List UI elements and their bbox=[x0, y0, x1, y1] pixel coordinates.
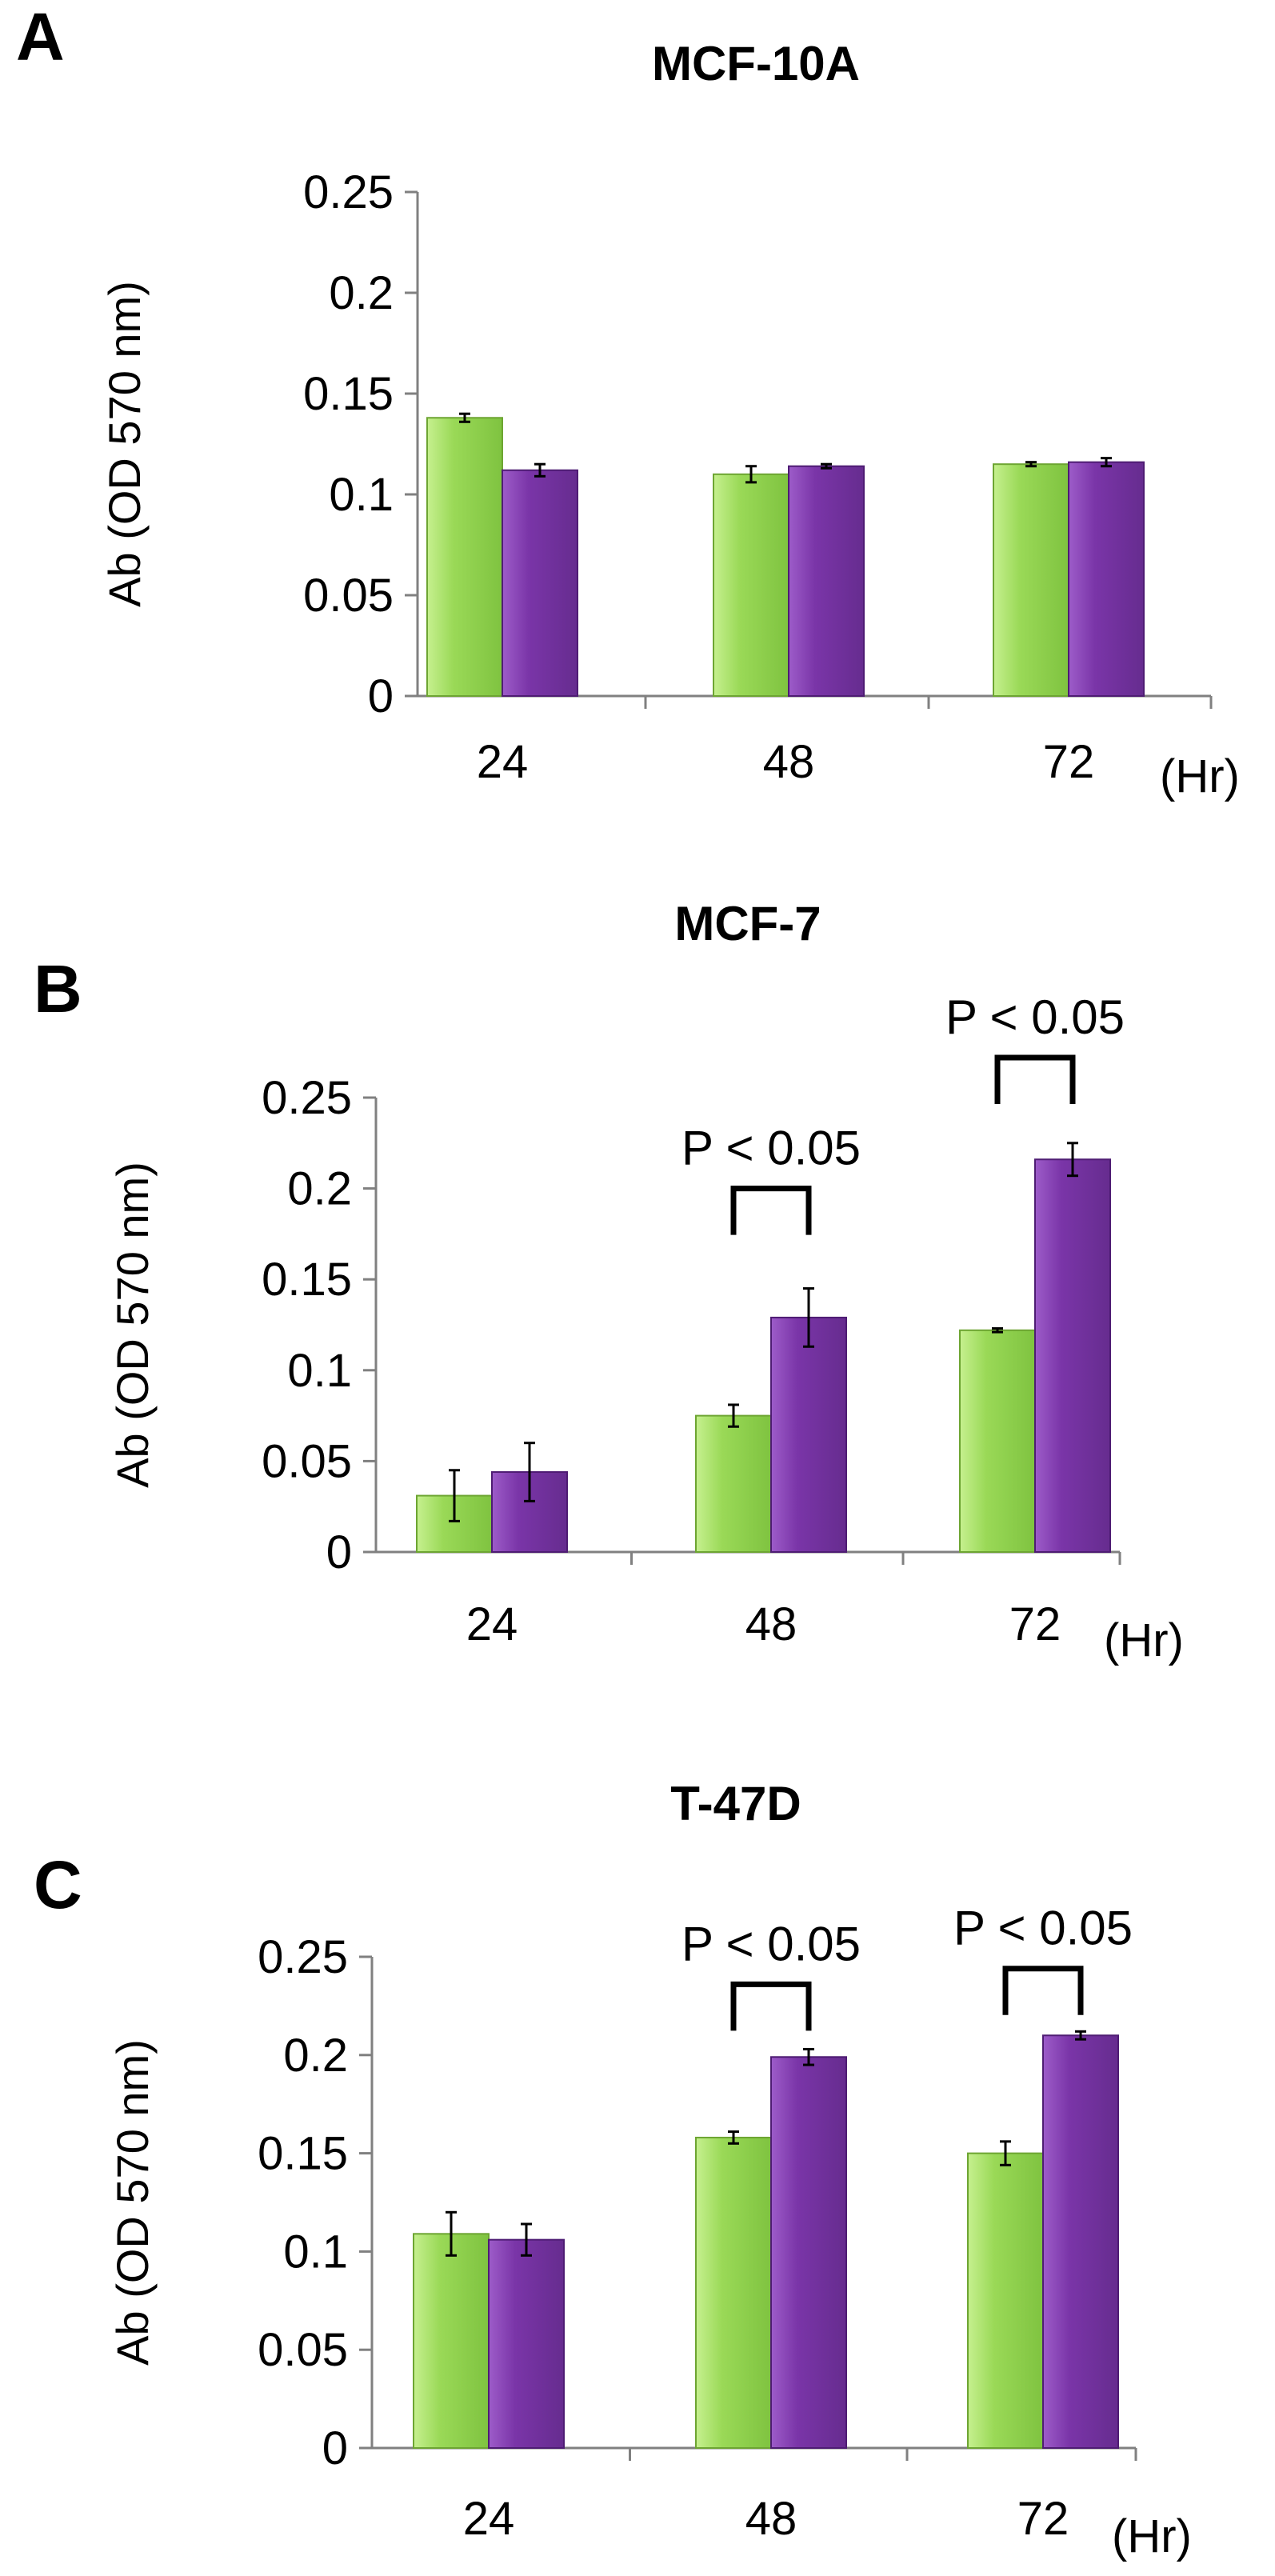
y-tick-label: 0.1 bbox=[283, 2226, 348, 2278]
y-tick-label: 0 bbox=[322, 2422, 348, 2474]
y-tick-label: 0.25 bbox=[258, 1931, 348, 1983]
y-tick-label: 0.15 bbox=[303, 368, 394, 420]
bar bbox=[695, 1414, 772, 1553]
chart-title: MCF-7 bbox=[674, 897, 821, 950]
x-tick-label: 72 bbox=[1043, 736, 1095, 788]
chart-title: T-47D bbox=[670, 1777, 801, 1830]
bar bbox=[788, 465, 865, 697]
bar bbox=[413, 2233, 490, 2449]
bar bbox=[1068, 461, 1145, 697]
y-axis-label: Ab (OD 570 nm) bbox=[107, 1162, 158, 1488]
bar bbox=[770, 2056, 847, 2450]
y-tick-label: 0.25 bbox=[303, 166, 394, 218]
panel-letter: C bbox=[34, 1847, 82, 1922]
bar bbox=[1034, 1158, 1111, 1554]
y-axis-label: Ab (OD 570 nm) bbox=[107, 2039, 158, 2366]
x-unit-label: (Hr) bbox=[1160, 750, 1240, 802]
y-tick-label: 0.05 bbox=[303, 570, 394, 622]
y-tick-label: 0.1 bbox=[287, 1345, 352, 1397]
x-tick-label: 48 bbox=[745, 2493, 797, 2545]
y-tick-label: 0.1 bbox=[329, 469, 394, 521]
x-tick-label: 24 bbox=[466, 1598, 518, 1650]
y-tick-label: 0.2 bbox=[283, 2030, 348, 2082]
panel-letter: B bbox=[34, 951, 82, 1026]
y-tick-label: 0.05 bbox=[262, 1435, 352, 1487]
significance-label: P < 0.05 bbox=[953, 1902, 1133, 1955]
x-tick-label: 24 bbox=[477, 736, 529, 788]
significance-label: P < 0.05 bbox=[945, 990, 1125, 1044]
bar bbox=[959, 1329, 1036, 1554]
bar bbox=[502, 469, 578, 697]
significance-bracket bbox=[994, 1054, 1076, 1105]
y-tick-label: 0.2 bbox=[329, 267, 394, 319]
bar bbox=[488, 2238, 565, 2450]
x-tick-label: 72 bbox=[1017, 2493, 1069, 2545]
panel-letter: A bbox=[16, 0, 65, 74]
y-tick-label: 0.15 bbox=[262, 1254, 352, 1306]
bar bbox=[967, 2152, 1044, 2450]
x-tick-label: 48 bbox=[763, 736, 815, 788]
y-tick-label: 0.2 bbox=[287, 1163, 352, 1215]
x-tick-label: 48 bbox=[745, 1598, 797, 1650]
panel-a: A MCF-10A 0 0.05 0.1 0.15 0.2 0.25 Ab (OD 570 nm… bbox=[16, 0, 1240, 802]
panel-c: C T-47D 0 0.05 0.1 0.15 0.2 0.25 Ab (OD 570 nm) 2… bbox=[34, 1777, 1192, 2562]
x-tick-label: 24 bbox=[463, 2493, 515, 2545]
bar bbox=[695, 2136, 772, 2449]
x-unit-label: (Hr) bbox=[1104, 1614, 1184, 1666]
y-axis-label: Ab (OD 570 nm) bbox=[99, 281, 150, 607]
significance-bracket bbox=[730, 1186, 812, 1235]
y-tick-label: 0.05 bbox=[258, 2324, 348, 2376]
significance-bracket bbox=[730, 1981, 812, 2031]
panel-b: B MCF-7 0 0.05 0.1 0.15 0.2 0.25 Ab (OD 570 nm) 2… bbox=[34, 897, 1184, 1666]
y-tick-label: 0 bbox=[326, 1526, 352, 1578]
bar bbox=[770, 1316, 847, 1553]
significance-label: P < 0.05 bbox=[681, 1122, 861, 1175]
bar bbox=[993, 463, 1069, 697]
y-tick-label: 0.25 bbox=[262, 1072, 352, 1124]
bar bbox=[1042, 2034, 1119, 2449]
chart-title: MCF-10A bbox=[652, 37, 860, 90]
significance-label: P < 0.05 bbox=[681, 1917, 861, 1970]
bar bbox=[426, 417, 503, 697]
y-tick-label: 0.15 bbox=[258, 2128, 348, 2180]
x-tick-label: 72 bbox=[1009, 1598, 1061, 1650]
y-tick-label: 0 bbox=[368, 670, 394, 722]
x-unit-label: (Hr) bbox=[1112, 2510, 1192, 2562]
bar bbox=[713, 473, 789, 697]
significance-bracket bbox=[1002, 1966, 1084, 2015]
